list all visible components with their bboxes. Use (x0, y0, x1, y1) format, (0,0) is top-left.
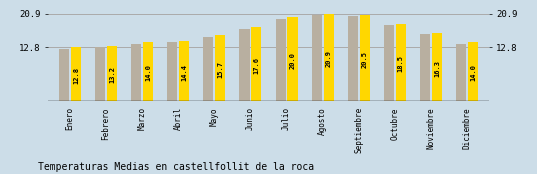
Bar (179, 41, 189, 101)
Text: 14.0: 14.0 (470, 64, 476, 81)
Bar (95, 47, 105, 101)
Text: 16.3: 16.3 (434, 60, 440, 77)
Bar (311, 15, 322, 101)
Bar (107, 46, 117, 101)
Text: 20.5: 20.5 (362, 51, 368, 68)
Text: 17.6: 17.6 (253, 57, 259, 74)
Text: 18.5: 18.5 (398, 55, 404, 72)
Bar (468, 42, 478, 101)
Text: 14.4: 14.4 (181, 64, 187, 81)
Bar (204, 37, 214, 101)
Bar (240, 29, 250, 101)
Bar (59, 49, 69, 101)
Text: 20.0: 20.0 (289, 52, 295, 69)
Text: 12.8: 12.8 (73, 67, 79, 84)
Bar (456, 44, 466, 101)
Bar (396, 23, 406, 101)
Text: 15.7: 15.7 (217, 61, 223, 78)
Bar (432, 33, 442, 101)
Bar (275, 18, 286, 101)
Text: Temperaturas Medias en castellfollit de la roca: Temperaturas Medias en castellfollit de … (38, 162, 314, 172)
Bar (71, 47, 81, 101)
Bar (287, 17, 297, 101)
Bar (348, 16, 358, 101)
Bar (131, 44, 141, 101)
Bar (323, 14, 333, 101)
Bar (360, 15, 370, 101)
Text: 13.2: 13.2 (109, 66, 115, 83)
Bar (167, 42, 177, 101)
Bar (251, 27, 262, 101)
Bar (384, 25, 394, 101)
Text: 14.0: 14.0 (145, 64, 151, 81)
Bar (143, 42, 153, 101)
Bar (420, 34, 430, 101)
Bar (215, 35, 226, 101)
Text: 20.9: 20.9 (325, 50, 331, 68)
